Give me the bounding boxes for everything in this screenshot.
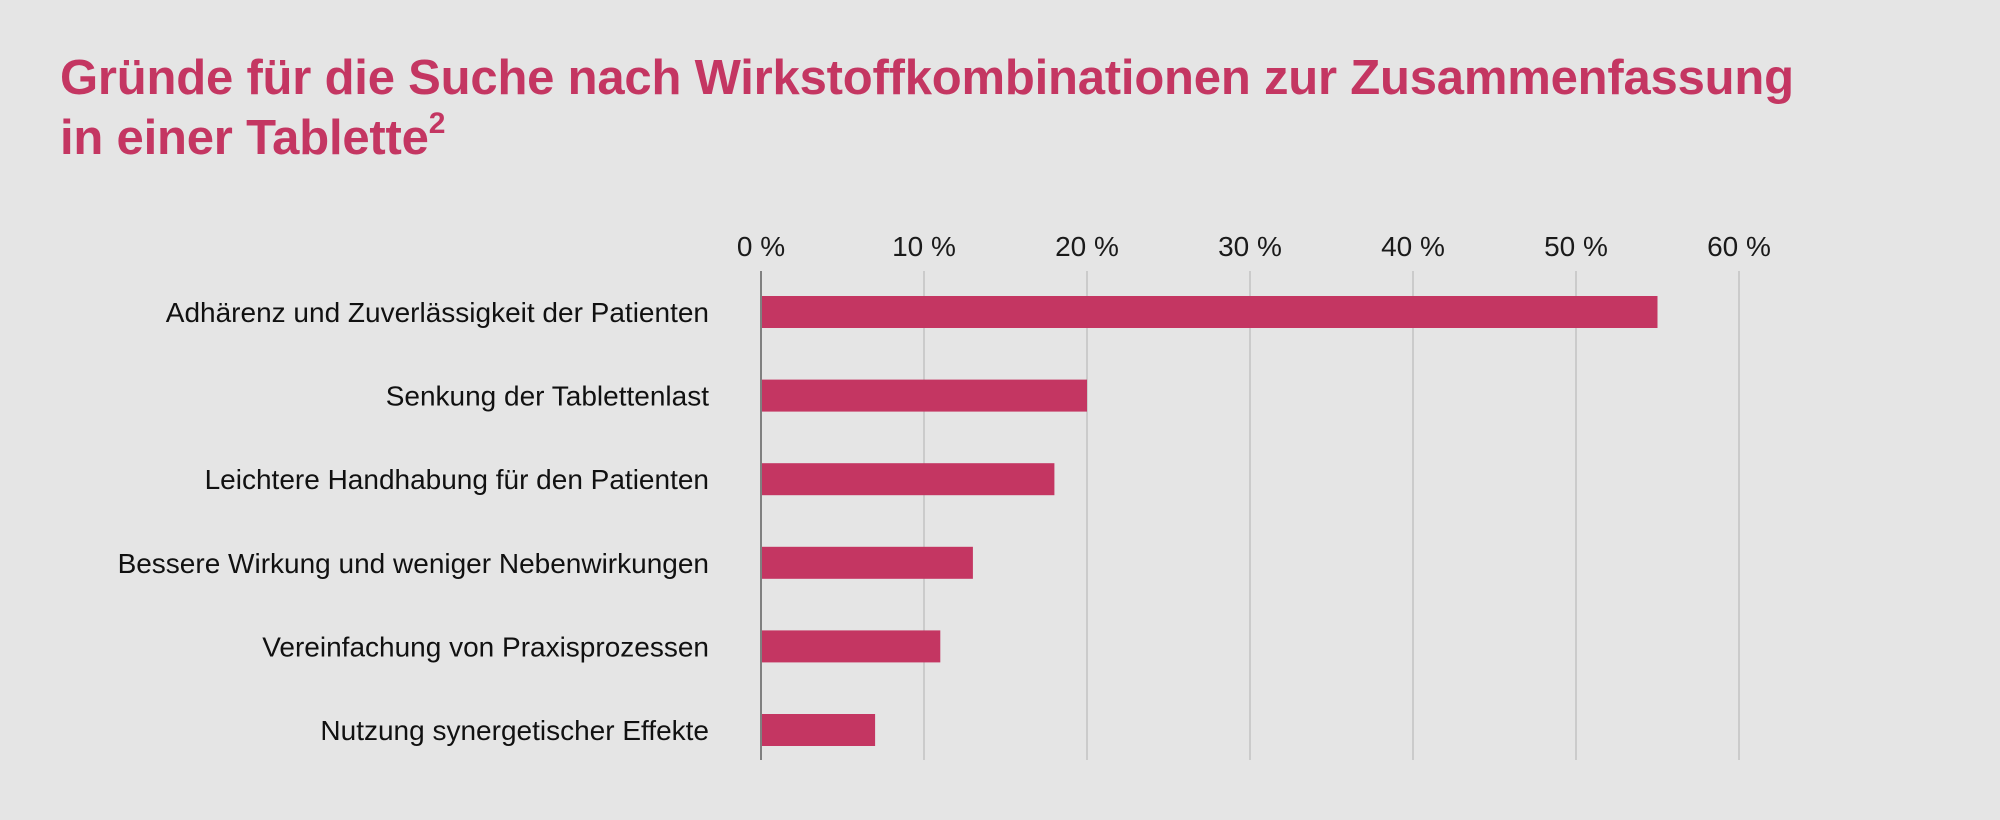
- bar: [761, 296, 1658, 328]
- bar: [761, 714, 876, 746]
- x-axis-ticks: 0 % 10 % 20 % 30 % 40 % 50 % 60 %: [737, 231, 1771, 262]
- x-tick-label: 30 %: [1218, 231, 1282, 262]
- x-tick-label: 10 %: [892, 231, 956, 262]
- gridlines: [923, 271, 1740, 760]
- category-label: Nutzung synergetischer Effekte: [320, 715, 709, 746]
- x-tick-label: 40 %: [1381, 231, 1445, 262]
- category-label: Bessere Wirkung und weniger Nebenwirkung…: [118, 548, 709, 579]
- category-label: Senkung der Tablettenlast: [386, 381, 709, 412]
- category-labels: Adhärenz und Zuverlässigkeit der Patient…: [118, 297, 710, 746]
- category-label: Leichtere Handhabung für den Patienten: [205, 464, 709, 495]
- category-label: Vereinfachung von Praxisprozessen: [262, 631, 709, 662]
- category-label: Adhärenz und Zuverlässigkeit der Patient…: [166, 297, 709, 328]
- bars: [761, 296, 1658, 746]
- bar: [761, 546, 973, 579]
- x-tick-label: 0 %: [737, 231, 785, 262]
- chart-title-line2: in einer Tablette: [60, 111, 429, 165]
- bar: [761, 630, 941, 663]
- footnote-reference: 2: [428, 106, 446, 140]
- chart-title: Gründe für die Suche nach Wirkstoffkombi…: [60, 48, 1940, 168]
- x-tick-label: 60 %: [1707, 231, 1771, 262]
- bar: [761, 463, 1055, 496]
- bar: [761, 379, 1087, 412]
- x-tick-label: 20 %: [1055, 231, 1119, 262]
- x-tick-label: 50 %: [1544, 231, 1608, 262]
- chart-title-line1: Gründe für die Suche nach Wirkstoffkombi…: [60, 51, 1794, 105]
